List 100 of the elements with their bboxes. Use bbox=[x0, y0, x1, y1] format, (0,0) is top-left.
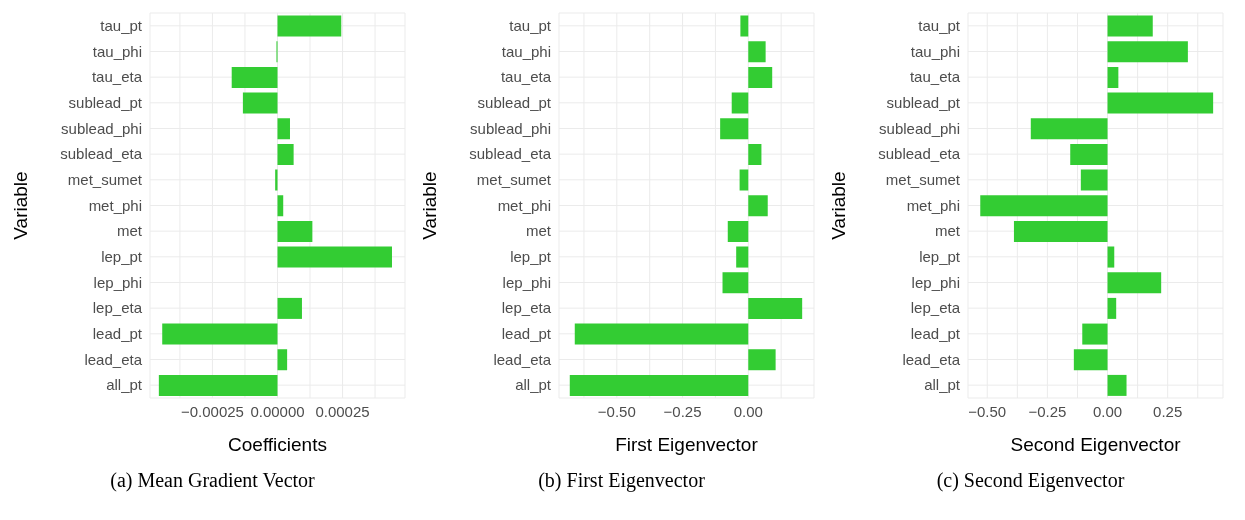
bar bbox=[1107, 297, 1117, 319]
y-tick-label: met bbox=[116, 222, 143, 240]
bar bbox=[158, 374, 278, 396]
bar bbox=[1030, 118, 1108, 140]
y-tick-label: lead_eta bbox=[493, 350, 552, 368]
y-tick-label: sublead_eta bbox=[60, 145, 143, 163]
bar bbox=[980, 195, 1108, 217]
bar bbox=[1107, 92, 1214, 114]
y-tick-label: tau_phi bbox=[501, 42, 551, 60]
bar bbox=[1073, 349, 1108, 371]
x-tick-label: −0.50 bbox=[597, 402, 636, 420]
y-tick-label: met bbox=[934, 222, 961, 240]
x-tick-label: 0.25 bbox=[1153, 402, 1183, 420]
y-tick-label: met_phi bbox=[906, 196, 960, 214]
y-tick-label: tau_pt bbox=[509, 17, 552, 35]
y-tick-label: tau_eta bbox=[909, 68, 961, 86]
y-tick-label: lead_eta bbox=[902, 350, 961, 368]
bar bbox=[727, 220, 749, 242]
bar bbox=[1082, 323, 1108, 345]
y-tick-label: lead_pt bbox=[910, 325, 961, 343]
bar bbox=[277, 246, 392, 268]
x-tick-label: −0.00025 bbox=[180, 402, 244, 420]
bar bbox=[722, 272, 749, 294]
bar bbox=[277, 349, 288, 371]
x-tick-label: 0.00 bbox=[733, 402, 763, 420]
bar bbox=[748, 66, 773, 88]
bar bbox=[1080, 169, 1108, 191]
y-axis-title: Variable bbox=[418, 171, 440, 240]
y-tick-label: all_pt bbox=[924, 376, 961, 394]
text: (c) Second Eigenvector bbox=[936, 469, 1125, 492]
y-tick-label: met_sumet bbox=[885, 171, 961, 189]
bar bbox=[740, 15, 749, 37]
y-axis-title: Variable bbox=[9, 171, 31, 240]
bar bbox=[1107, 374, 1127, 396]
y-tick-label: lead_pt bbox=[92, 325, 143, 343]
y-tick-label: tau_pt bbox=[100, 17, 143, 35]
y-tick-label: lep_phi bbox=[502, 273, 551, 291]
y-tick-label: all_pt bbox=[515, 376, 552, 394]
bar bbox=[162, 323, 278, 345]
y-tick-label: sublead_eta bbox=[878, 145, 961, 163]
bar bbox=[748, 195, 768, 217]
bar bbox=[731, 92, 749, 114]
bar bbox=[1107, 41, 1188, 63]
x-tick-label: 0.00000 bbox=[250, 402, 305, 420]
bar bbox=[748, 41, 766, 63]
bar bbox=[574, 323, 749, 345]
y-tick-label: tau_eta bbox=[500, 68, 552, 86]
y-tick-label: sublead_pt bbox=[477, 94, 552, 112]
bar bbox=[277, 118, 290, 140]
x-tick-label: 0.00 bbox=[1092, 402, 1123, 420]
y-tick-label: lep_pt bbox=[919, 248, 961, 266]
x-axis-title: Second Eigenvector bbox=[1010, 434, 1182, 455]
y-tick-label: sublead_pt bbox=[886, 94, 961, 112]
y-tick-label: lep_pt bbox=[101, 248, 143, 266]
y-tick-label: met bbox=[525, 222, 552, 240]
bar bbox=[748, 297, 803, 319]
x-axis-title: Coefficients bbox=[228, 434, 327, 455]
bar bbox=[1107, 66, 1119, 88]
text: (a) Mean Gradient Vector bbox=[110, 469, 315, 492]
y-tick-label: lep_eta bbox=[910, 299, 961, 317]
y-tick-label: sublead_phi bbox=[879, 119, 960, 137]
y-tick-label: lep_phi bbox=[93, 273, 142, 291]
y-tick-label: sublead_phi bbox=[470, 119, 551, 137]
y-tick-label: tau_eta bbox=[91, 68, 143, 86]
text: (b) First Eigenvector bbox=[538, 469, 705, 492]
bar bbox=[748, 143, 762, 165]
bar bbox=[275, 169, 278, 191]
y-tick-label: tau_pt bbox=[918, 17, 961, 35]
bar bbox=[748, 349, 776, 371]
y-tick-label: all_pt bbox=[106, 376, 143, 394]
y-tick-label: lep_eta bbox=[92, 299, 143, 317]
bar bbox=[1107, 272, 1162, 294]
x-tick-label: 0.00025 bbox=[315, 402, 370, 420]
y-tick-label: lep_eta bbox=[501, 299, 552, 317]
y-tick-label: lead_eta bbox=[84, 350, 143, 368]
y-tick-label: sublead_eta bbox=[469, 145, 552, 163]
bar bbox=[277, 143, 294, 165]
y-tick-label: met_sumet bbox=[67, 171, 143, 189]
bar bbox=[1013, 220, 1108, 242]
y-tick-label: sublead_phi bbox=[61, 119, 142, 137]
y-tick-label: sublead_pt bbox=[68, 94, 143, 112]
x-tick-label: −0.25 bbox=[663, 402, 702, 420]
bar bbox=[1107, 15, 1153, 37]
y-tick-label: lep_phi bbox=[911, 273, 960, 291]
bar bbox=[569, 374, 749, 396]
y-tick-label: met_phi bbox=[497, 196, 551, 214]
bar bbox=[277, 297, 302, 319]
y-tick-label: lead_pt bbox=[501, 325, 552, 343]
y-axis-title: Variable bbox=[827, 171, 849, 240]
x-tick-label: −0.25 bbox=[1028, 402, 1067, 420]
x-tick-label: −0.50 bbox=[968, 402, 1007, 420]
bar bbox=[231, 66, 278, 88]
y-tick-label: tau_phi bbox=[910, 42, 960, 60]
bar bbox=[277, 220, 313, 242]
y-tick-label: tau_phi bbox=[92, 42, 142, 60]
bar bbox=[1070, 143, 1108, 165]
y-tick-label: met_phi bbox=[88, 196, 142, 214]
x-axis-title: First Eigenvector bbox=[615, 434, 759, 455]
y-tick-label: lep_pt bbox=[510, 248, 552, 266]
y-tick-label: met_sumet bbox=[476, 171, 552, 189]
